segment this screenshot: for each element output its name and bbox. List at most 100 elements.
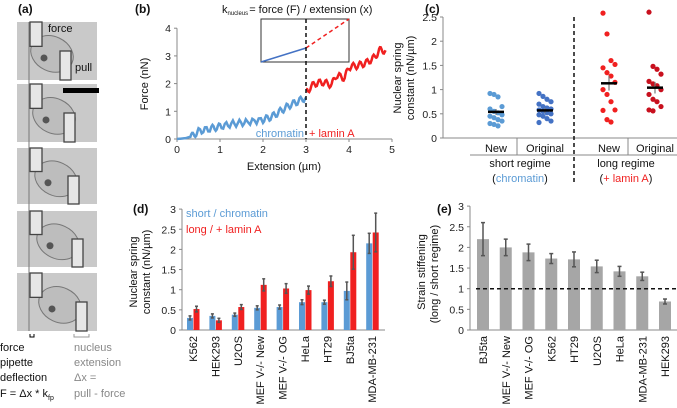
caption-nucleus: nucleus [74, 342, 112, 354]
panel-label-c: (c) [425, 2, 440, 16]
data-point [646, 107, 652, 113]
y-tick-label: 0.5 [449, 304, 464, 316]
data-point [536, 119, 542, 126]
data-point [548, 99, 554, 105]
category-label: HeLa [615, 335, 627, 362]
data-point [495, 123, 501, 129]
data-point [544, 116, 550, 122]
y-tick-label: 1 [165, 106, 171, 118]
data-point [536, 90, 542, 97]
category-label: New [598, 143, 620, 155]
bar-short [343, 290, 350, 330]
data-point [608, 99, 614, 105]
bar-short [231, 314, 238, 330]
regime-title: long regime [597, 158, 654, 170]
y-tick-label: 0 [458, 325, 464, 337]
y-tick-label: 0.5 [161, 305, 176, 317]
y-tick-label: 3 [170, 204, 176, 216]
extension-bracket [73, 334, 90, 338]
bar-long [238, 307, 245, 330]
data-point [604, 31, 610, 37]
data-point [646, 91, 652, 98]
paren-open: ( [492, 173, 496, 185]
x-tick-label: 2 [260, 144, 266, 156]
category-label: U2OS [592, 336, 604, 366]
category-label: HT29 [322, 336, 334, 363]
force-pipette [29, 21, 43, 48]
y-tick-label: 2.5 [422, 12, 437, 24]
pull-pipette-label: pull [75, 62, 92, 74]
y-tick-label: 2 [170, 244, 176, 256]
caption-pipette: pipette [0, 357, 33, 369]
data-point [646, 78, 652, 84]
chart-title: knucleus= force (F) / extension (x) [222, 4, 372, 17]
scale-bar [63, 88, 99, 93]
nucleolus [46, 242, 54, 250]
category-label: HEK293 [210, 336, 222, 377]
bar-short [254, 307, 261, 330]
panel-c-scatter-chart: (c) Nuclear spring constant (nN/µm) 0 0.5… [392, 2, 677, 185]
regime-component: + lamin A [603, 173, 649, 185]
data-point [540, 93, 546, 99]
data-point [499, 118, 505, 124]
series-line-lamin-a [305, 45, 387, 94]
x-tick-label: 5 [389, 144, 395, 156]
paren-close: ) [649, 173, 653, 185]
scatter-group [536, 90, 554, 126]
micrograph-frame [17, 272, 97, 332]
category-label: MDA-MB-231 [367, 336, 379, 403]
caption-extension: extension [74, 357, 121, 369]
data-point [540, 113, 546, 119]
y-tick-label: 1 [431, 85, 437, 97]
data-point [600, 87, 606, 93]
bar-short [321, 302, 328, 330]
series-line-chromatin [176, 94, 308, 141]
category-label: K562 [546, 336, 558, 362]
pull-pipette [67, 175, 80, 205]
y-tick-label: 2 [431, 36, 437, 48]
panel-d-bar-chart: (d) Nuclear spring constant (nN/µm) shor… [128, 202, 385, 404]
category-label: HeLa [300, 335, 312, 362]
bar [568, 259, 580, 330]
y-tick-label: 2.5 [449, 222, 464, 234]
bar [659, 301, 671, 330]
data-point [491, 121, 497, 128]
data-point [654, 66, 660, 72]
nucleolus [48, 305, 56, 313]
y-axis-title-line2: constant (nN/µm) [405, 36, 417, 121]
category-label: HEK293 [660, 336, 672, 377]
data-point [604, 91, 610, 98]
data-point [487, 113, 493, 119]
y-axis-title-line1: Nuclear spring [128, 237, 140, 308]
data-point [600, 65, 606, 71]
y-axis-title: Force (nN) [139, 58, 151, 111]
data-point [487, 90, 493, 97]
data-point [499, 103, 505, 110]
data-point [658, 103, 664, 110]
pull-pipette [63, 112, 76, 143]
caption-force: force [0, 342, 24, 354]
data-point [654, 99, 660, 105]
caption-deflection: deflection [0, 372, 47, 384]
panel-label-d: (d) [133, 202, 148, 216]
bar-short [366, 243, 373, 330]
bar-short [276, 307, 283, 330]
bar-long [193, 309, 200, 330]
y-tick-label: 4 [165, 23, 171, 35]
bar-long [372, 232, 379, 330]
y-tick-label: 0.5 [422, 109, 437, 121]
data-point [650, 81, 656, 87]
category-label: MEF V-/- New [255, 336, 267, 405]
y-tick-label: 1.5 [449, 263, 464, 275]
x-tick-label: 4 [346, 144, 352, 156]
chromatin-label: chromatin [256, 128, 304, 140]
inset-chromatin-line [260, 47, 307, 63]
data-point [487, 120, 493, 127]
data-point [499, 112, 505, 118]
data-point [536, 101, 542, 107]
data-point [548, 118, 554, 124]
data-point [491, 91, 497, 98]
category-label: K562 [188, 336, 200, 362]
y-tick-label: 0 [170, 325, 176, 337]
